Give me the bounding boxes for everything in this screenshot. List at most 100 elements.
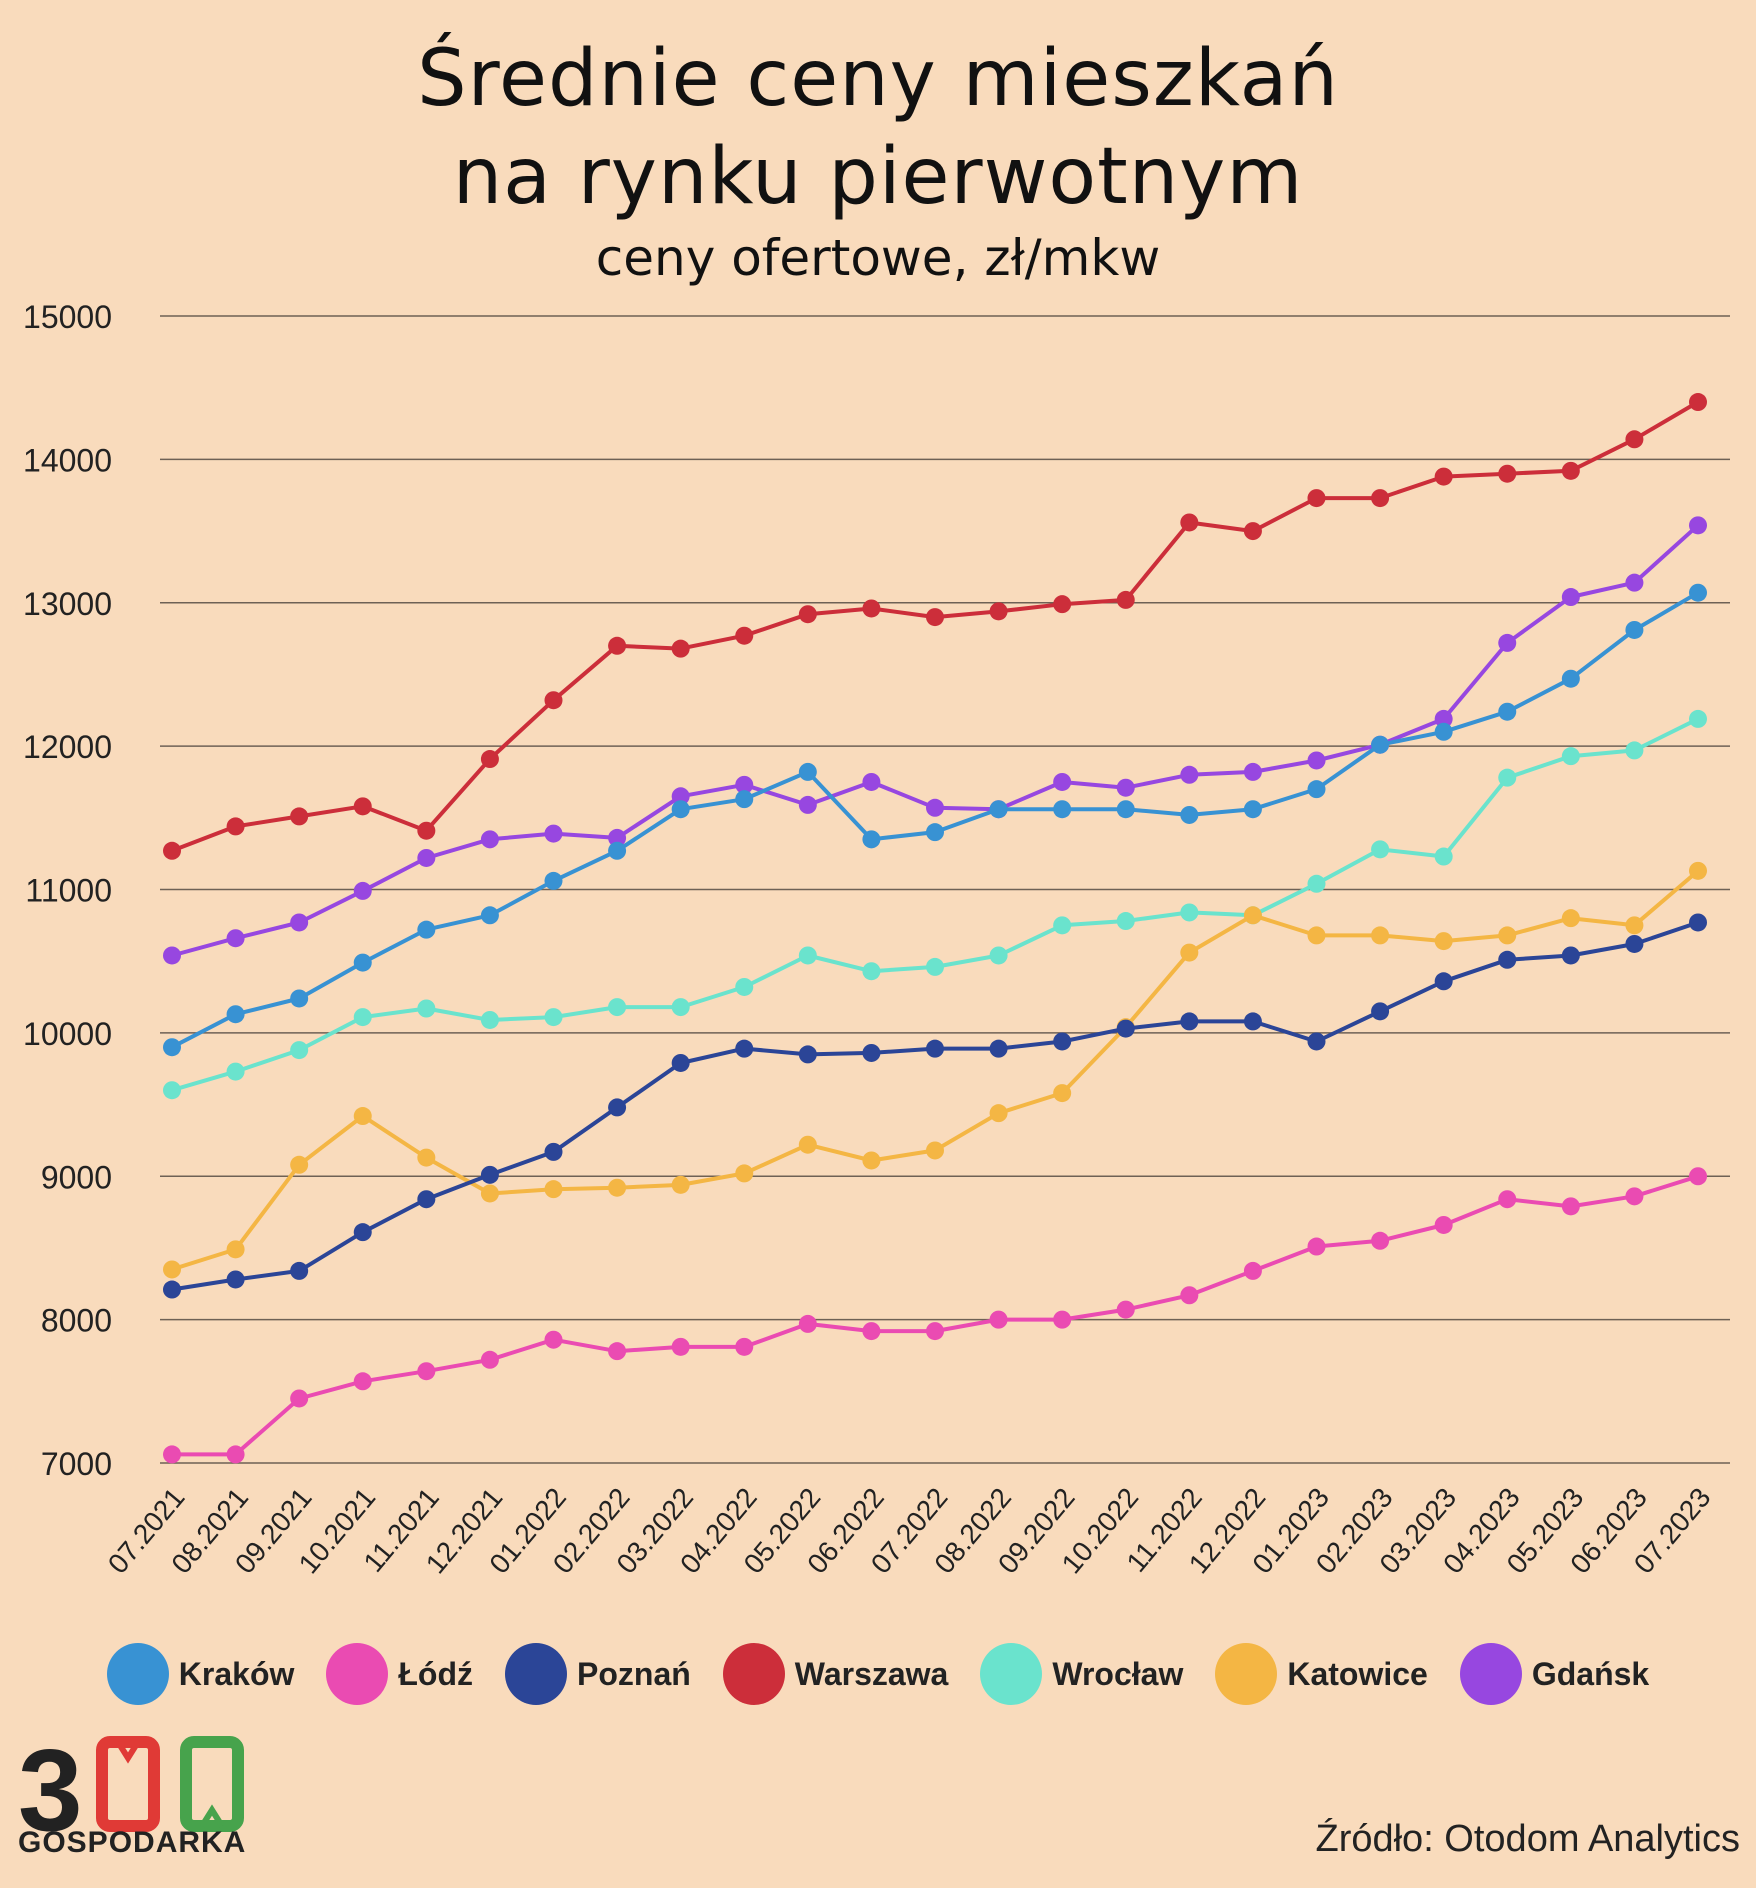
data-point <box>544 1142 563 1161</box>
data-point <box>862 962 881 981</box>
line-chart: 7000 8000 9000 10000 11000 12000 13000 14000 150… <box>23 299 1730 1579</box>
series-line <box>171 400 1700 853</box>
logo-text: GOSPODARKA <box>18 1826 247 1859</box>
legend: Kraków Łódź Poznań Warszawa Wrocław Katowice G… <box>0 1640 1756 1708</box>
data-point <box>1180 765 1199 784</box>
legend-swatch <box>980 1643 1043 1705</box>
legend-swatch <box>505 1643 568 1705</box>
data-point <box>1625 430 1644 449</box>
data-point <box>926 798 944 817</box>
legend-item: Łódź <box>326 1643 473 1705</box>
data-point <box>1180 1286 1199 1305</box>
data-point <box>1116 590 1135 609</box>
y-tick-label: 10000 <box>23 1016 112 1052</box>
data-point <box>1689 709 1707 728</box>
data-point <box>417 999 436 1018</box>
data-point <box>226 929 245 948</box>
data-point <box>417 920 436 939</box>
data-point <box>1243 522 1262 541</box>
data-point <box>1434 1215 1453 1234</box>
data-point <box>798 1045 817 1064</box>
data-point <box>163 841 181 860</box>
data-point <box>226 1270 245 1289</box>
data-point <box>1561 461 1580 480</box>
data-point <box>1561 669 1580 688</box>
series-line <box>171 920 1699 1292</box>
data-point <box>989 602 1008 621</box>
data-point <box>1053 772 1072 791</box>
data-point <box>480 1350 499 1369</box>
data-point <box>1053 1084 1072 1103</box>
data-point <box>608 828 627 847</box>
data-point <box>926 957 944 976</box>
data-point <box>226 817 245 836</box>
series-line <box>172 1174 1699 1457</box>
data-point <box>862 830 881 849</box>
data-point <box>671 1053 690 1072</box>
chart-title: Średnie ceny mieszkań na rynku pierwotny… <box>0 30 1756 226</box>
data-point <box>1116 778 1135 797</box>
y-tick-label: 9000 <box>41 1159 112 1195</box>
legend-swatch <box>106 1643 169 1705</box>
data-point <box>544 824 563 843</box>
data-point <box>1243 1261 1262 1280</box>
data-point <box>353 797 372 816</box>
data-point <box>163 1260 181 1279</box>
data-point <box>671 787 690 806</box>
data-point <box>1561 588 1580 607</box>
data-point <box>1053 595 1072 614</box>
legend-swatch <box>722 1643 785 1705</box>
data-point <box>926 823 944 842</box>
data-point <box>1307 1032 1326 1051</box>
data-point <box>353 953 372 972</box>
data-point <box>353 1107 372 1126</box>
data-point <box>926 1322 944 1341</box>
data-point <box>1561 747 1580 766</box>
data-point <box>1434 847 1453 866</box>
data-point <box>1180 1012 1199 1031</box>
data-point <box>1180 513 1199 532</box>
data-point <box>1053 1032 1072 1051</box>
chart-subtitle: ceny ofertowe, zł/mkw <box>595 229 1161 287</box>
data-point <box>1307 780 1326 799</box>
data-point <box>1561 1197 1580 1216</box>
data-point <box>480 1184 499 1203</box>
data-point <box>1371 1002 1390 1021</box>
data-point <box>544 1008 563 1027</box>
data-point <box>1434 972 1453 991</box>
data-point <box>163 1081 181 1100</box>
grid-lines <box>160 315 1730 1464</box>
data-point <box>1371 926 1390 945</box>
data-point <box>1180 943 1199 962</box>
data-point <box>1434 722 1453 741</box>
data-point <box>926 608 944 627</box>
data-point <box>1561 909 1580 928</box>
data-point <box>862 772 881 791</box>
data-point <box>608 1098 627 1117</box>
data-point <box>1116 912 1135 931</box>
data-point <box>480 906 499 925</box>
data-point <box>1371 840 1390 859</box>
data-point <box>544 1330 563 1349</box>
series-line <box>171 523 1700 958</box>
data-point <box>1053 1310 1072 1329</box>
legend-item: Katowice <box>1215 1643 1428 1705</box>
data-point <box>989 1039 1008 1058</box>
data-point <box>226 1005 245 1024</box>
data-point <box>798 795 817 814</box>
data-point <box>608 841 627 860</box>
data-point <box>353 1223 372 1242</box>
data-point <box>1116 800 1135 819</box>
data-point <box>1689 393 1707 412</box>
data-point <box>1689 516 1707 535</box>
data-point <box>735 977 754 996</box>
y-tick-label: 11000 <box>25 873 112 909</box>
data-point <box>1625 620 1644 639</box>
legend-label: Poznań <box>577 1655 691 1692</box>
data-point <box>862 599 881 618</box>
legend-item: Kraków <box>106 1643 294 1705</box>
data-point <box>671 800 690 819</box>
data-point <box>1180 903 1199 922</box>
data-point <box>1053 916 1072 935</box>
data-point <box>798 946 817 965</box>
